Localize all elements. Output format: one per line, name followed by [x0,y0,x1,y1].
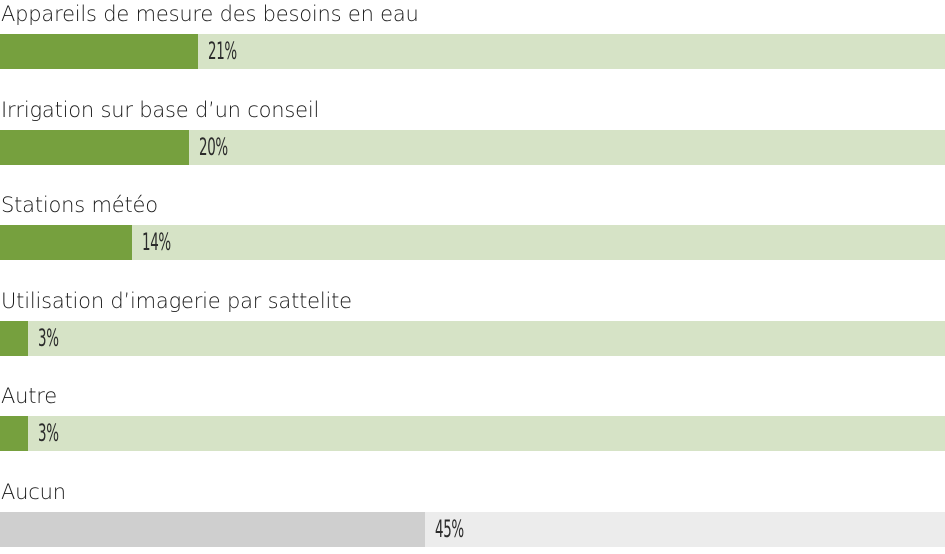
category-label: Aucun [1,480,66,504]
value-label: 21% [208,37,238,65]
bar [0,416,29,451]
bar [0,225,133,260]
category-label: Stations météo [1,193,158,217]
bar-track: 3% [0,416,945,451]
bar [0,321,29,356]
bar [0,130,189,165]
value-label: 14% [142,228,172,256]
category-label: Irrigation sur base d’un conseil [1,98,320,122]
value-label: 3% [38,324,59,352]
bar [0,34,199,69]
value-label: 20% [199,133,228,161]
bar-track: 3% [0,321,945,356]
category-label: Utilisation d’imagerie par sattelite [1,289,352,313]
bar-track: 21% [0,34,945,69]
bar-track: 14% [0,225,945,260]
bar [0,512,426,547]
category-label: Autre [1,384,58,408]
value-label: 45% [435,515,465,543]
category-label: Appareils de mesure des besoins en eau [1,2,419,26]
bar-track: 45% [0,512,945,547]
value-label: 3% [38,419,59,447]
bar-track: 20% [0,130,945,165]
